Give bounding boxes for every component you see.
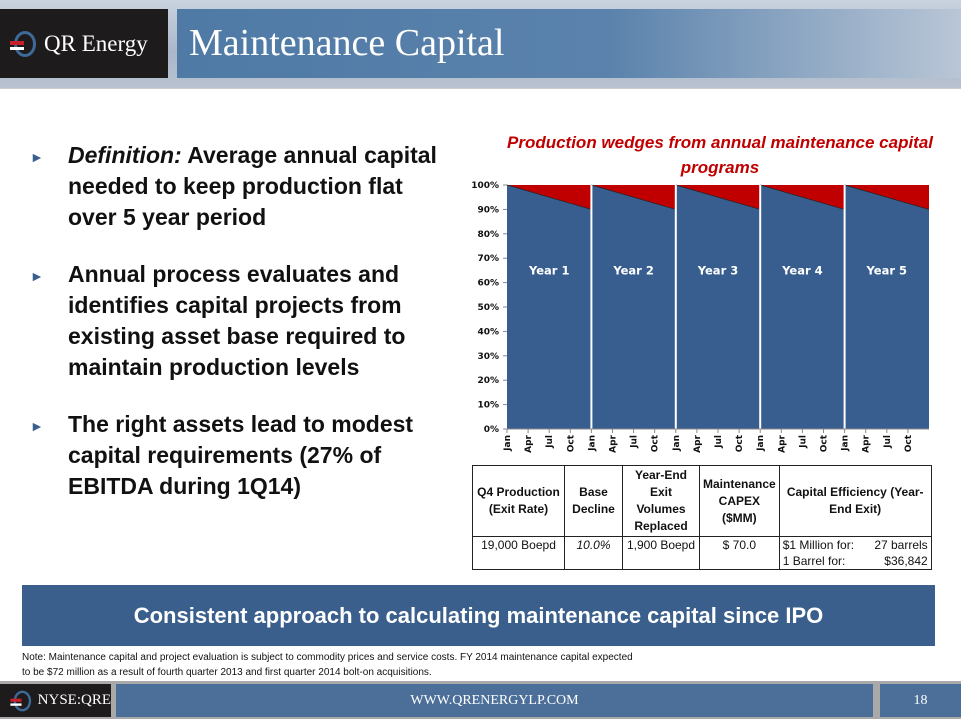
y-tick-label: 30% [477,352,499,362]
triangle-bullet-icon: ► [30,418,44,434]
cell-eff1-label: $1 Million for: [778,536,866,553]
production-wedge-chart: 0% 10% 20% 30% 40% 50% 60% 70% 80% 90% 100% Year 1 Y… [471,181,930,453]
cell-decline: 10.0% [564,536,623,570]
col-decline: Base Decline [564,465,623,537]
x-tick-label: Jul [630,435,640,449]
year-label: Year 5 [866,263,908,277]
x-tick-label: Oct [651,434,661,452]
page-number: 18 [880,684,961,717]
x-tick-label: Apr [524,434,534,452]
cell-eff2-label: 1 Barrel for: [778,553,866,570]
x-tick-label: Oct [820,434,830,452]
y-tick-label: 20% [477,376,499,386]
base-production-area [844,185,929,429]
x-tick-label: Apr [862,434,872,452]
bullet-text: Annual process evaluates and identifies … [68,261,406,380]
decline-line [506,184,592,210]
year-label: Year 4 [781,263,823,277]
company-logo: QR Energy [0,9,168,78]
bullet-item: ► The right assets lead to modest capital… [30,409,450,502]
x-tick-label: Jul [545,435,555,449]
bullet-lead: Definition: [68,142,182,168]
cell-capex: $ 70.0 [699,536,780,570]
base-production-area [675,185,761,429]
col-efficiency: Capital Efficiency (Year-End Exit) [778,465,932,537]
x-tick-label: Oct [904,434,914,452]
base-production-area [507,185,592,429]
triangle-bullet-icon: ► [30,268,44,284]
y-tick-label: 10% [477,401,499,411]
table-header-row: Q4 Production (Exit Rate) Base Decline Y… [472,465,932,537]
chart-title: Production wedges from annual maintenanc… [506,133,934,177]
x-tick-label: Jul [883,435,893,449]
year-label: Year 2 [612,263,654,277]
footer-url[interactable]: WWW.QRENERGYLP.COM [116,684,873,717]
x-tick-label: Jan [503,435,513,452]
decline-line [591,184,676,210]
x-tick-label: Jul [798,435,808,449]
x-tick-label: Jan [841,435,851,452]
ticker-text: NYSE:QRE [37,692,111,708]
qr-logo-icon [10,29,38,59]
bullet-item: ► Definition: Average annual capital need… [30,140,450,233]
col-capex: Maintenance CAPEX ($MM) [699,465,780,537]
footer: NYSE:QRE WWW.QRENERGYLP.COM 18 [0,681,961,719]
summary-banner: Consistent approach to calculating maint… [22,585,935,646]
year-label: Year 3 [697,263,739,277]
y-tick-label: 50% [477,303,499,313]
x-tick-label: Jan [672,435,682,452]
bullet-text: The right assets lead to modest capital … [68,411,414,499]
y-tick-label: 0% [484,425,499,435]
footer-ticker: NYSE:QRE [0,684,111,717]
y-tick-label: 60% [477,279,499,289]
footnote: Note: Maintenance capital and project ev… [22,652,633,678]
x-tick-label: Apr [609,434,619,452]
x-tick-label: Apr [693,434,703,452]
logo-text: QR Energy [44,30,148,56]
cell-eff1-value: 27 barrels [865,536,932,553]
decline-line [675,184,761,210]
year-label: Year 1 [528,263,570,277]
x-tick-label: Jan [756,435,766,452]
col-production: Q4 Production (Exit Rate) [472,465,565,537]
y-tick-label: 90% [477,205,499,215]
bullet-item: ► Annual process evaluates and identifies… [30,259,450,383]
x-tick-label: Jan [587,435,597,452]
cell-eff2-value: $36,842 [865,553,932,570]
y-tick-label: 100% [471,181,499,191]
page-title: Maintenance Capital [177,9,961,78]
cell-production: 19,000 Boepd [472,536,565,570]
cell-volumes: 1,900 Boepd [622,536,700,570]
table-row: 19,000 Boepd 10.0% 1,900 Boepd $ 70.0 $1… [472,536,932,570]
x-tick-label: Oct [735,434,745,452]
y-tick-label: 80% [477,230,499,240]
decline-line [844,184,930,210]
table-row: 1 Barrel for: $36,842 [473,553,932,570]
bullet-list: ► Definition: Average annual capital need… [30,140,450,528]
capital-table: Q4 Production (Exit Rate) Base Decline Y… [472,465,932,570]
x-tick-label: Jul [714,435,724,449]
decline-line [760,184,845,210]
col-volumes: Year-End Exit Volumes Replaced [622,465,700,537]
y-tick-label: 70% [477,254,499,264]
y-tick-label: 40% [477,327,499,337]
x-tick-label: Oct [566,434,576,452]
base-production-area [760,185,845,429]
base-production-area [591,185,676,429]
triangle-bullet-icon: ► [30,149,44,165]
bullet-text: Average annual capital needed to keep pr… [68,142,437,230]
qr-logo-icon [10,689,32,713]
x-tick-label: Apr [777,434,787,452]
